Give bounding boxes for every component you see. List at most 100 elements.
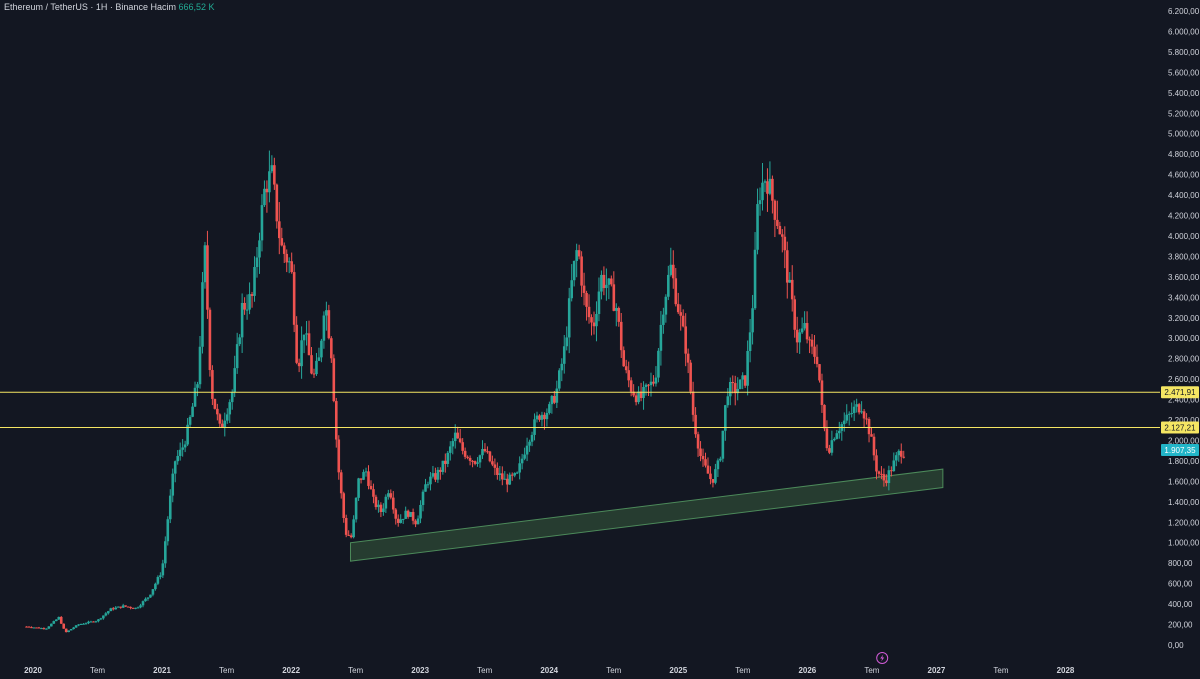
candle-body[interactable] [860,411,863,413]
candle-body[interactable] [520,458,524,464]
candle-body[interactable] [632,391,635,396]
candle-body[interactable] [394,509,398,519]
candle-body[interactable] [354,497,358,520]
candle-body[interactable] [92,621,95,623]
candle-body[interactable] [362,472,365,480]
candle-body[interactable] [813,346,816,357]
candle-body[interactable] [312,373,316,375]
candle-body[interactable] [882,474,886,481]
candle-body[interactable] [847,413,851,415]
candle-body[interactable] [426,484,430,486]
candle-body[interactable] [696,434,700,449]
candle-body[interactable] [548,404,551,413]
candle-body[interactable] [724,405,727,431]
candle-body[interactable] [565,337,569,347]
candle-body[interactable] [595,314,598,327]
candle-body[interactable] [134,607,137,609]
candle-body[interactable] [741,375,744,380]
candle-body[interactable] [82,623,85,625]
candle-body[interactable] [391,497,395,510]
candle-body[interactable] [627,370,630,381]
candle-body[interactable] [297,362,301,367]
candle-body[interactable] [496,467,499,475]
candle-body[interactable] [119,606,123,608]
candle-body[interactable] [466,456,469,458]
candle-body[interactable] [530,434,534,442]
candle-body[interactable] [218,414,222,424]
candle-body[interactable] [743,375,747,386]
candle-body[interactable] [164,541,167,564]
candle-body[interactable] [805,323,809,340]
candle-body[interactable] [828,448,831,453]
candle-body[interactable] [72,627,75,630]
candle-body[interactable] [892,460,896,472]
candle-body[interactable] [778,225,782,235]
support-zone[interactable] [349,468,944,562]
candle-body[interactable] [32,627,36,629]
candle-body[interactable] [30,627,33,629]
candle-body[interactable] [374,496,378,508]
candle-body[interactable] [54,619,58,622]
candle-body[interactable] [540,414,544,420]
candle-body[interactable] [387,493,390,497]
lightning-icon[interactable] [876,652,889,664]
candle-body[interactable] [453,432,457,442]
candle-body[interactable] [282,245,286,254]
candle-body[interactable] [139,605,142,608]
candle-body[interactable] [781,234,784,237]
candle-body[interactable] [887,470,891,484]
candle-body[interactable] [156,577,160,584]
candle-body[interactable] [52,621,56,624]
candle-body[interactable] [275,184,279,222]
candle-body[interactable] [614,308,618,311]
candle-body[interactable] [50,623,53,627]
candle-body[interactable] [659,324,663,351]
candle-body[interactable] [357,478,360,498]
candle-body[interactable] [681,315,685,327]
candle-body[interactable] [857,404,861,413]
candle-body[interactable] [890,470,893,472]
candle-body[interactable] [647,384,650,386]
candle-body[interactable] [201,282,204,347]
candle-body[interactable] [295,324,298,363]
candle-body[interactable] [577,250,581,257]
candle-body[interactable] [263,188,266,206]
candle-body[interactable] [47,626,51,629]
candle-body[interactable] [62,623,66,629]
candle-body[interactable] [567,298,571,338]
candle-body[interactable] [538,415,541,420]
candle-body[interactable] [679,312,683,316]
candle-body[interactable] [719,458,722,461]
candle-body[interactable] [555,388,559,403]
candle-body[interactable] [513,473,516,476]
candle-body[interactable] [558,370,561,389]
candle-body[interactable] [77,624,80,626]
candle-body[interactable] [260,205,264,241]
candle-body[interactable] [268,171,271,193]
candle-body[interactable] [382,508,385,513]
candle-body[interactable] [872,436,876,456]
candle-body[interactable] [193,387,197,407]
candle-body[interactable] [223,420,227,428]
candle-body[interactable] [838,430,841,434]
candle-body[interactable] [572,260,576,281]
candle-body[interactable] [505,478,509,485]
candle-body[interactable] [114,607,118,610]
candle-body[interactable] [493,464,497,468]
candle-body[interactable] [793,299,797,330]
candle-body[interactable] [736,388,740,394]
candle-body[interactable] [751,308,754,333]
candle-body[interactable] [97,619,100,622]
candle-body[interactable] [414,520,417,525]
candle-body[interactable] [409,511,412,517]
candle-body[interactable] [763,181,767,183]
candle-body[interactable] [652,381,655,384]
candle-body[interactable] [850,413,853,415]
candle-body[interactable] [159,575,162,578]
interval-label[interactable]: 1H [95,2,108,12]
candle-body[interactable] [419,504,422,519]
candle-body[interactable] [885,480,888,484]
candle-body[interactable] [714,469,717,483]
candle-body[interactable] [709,473,712,480]
candle-body[interactable] [553,395,556,403]
